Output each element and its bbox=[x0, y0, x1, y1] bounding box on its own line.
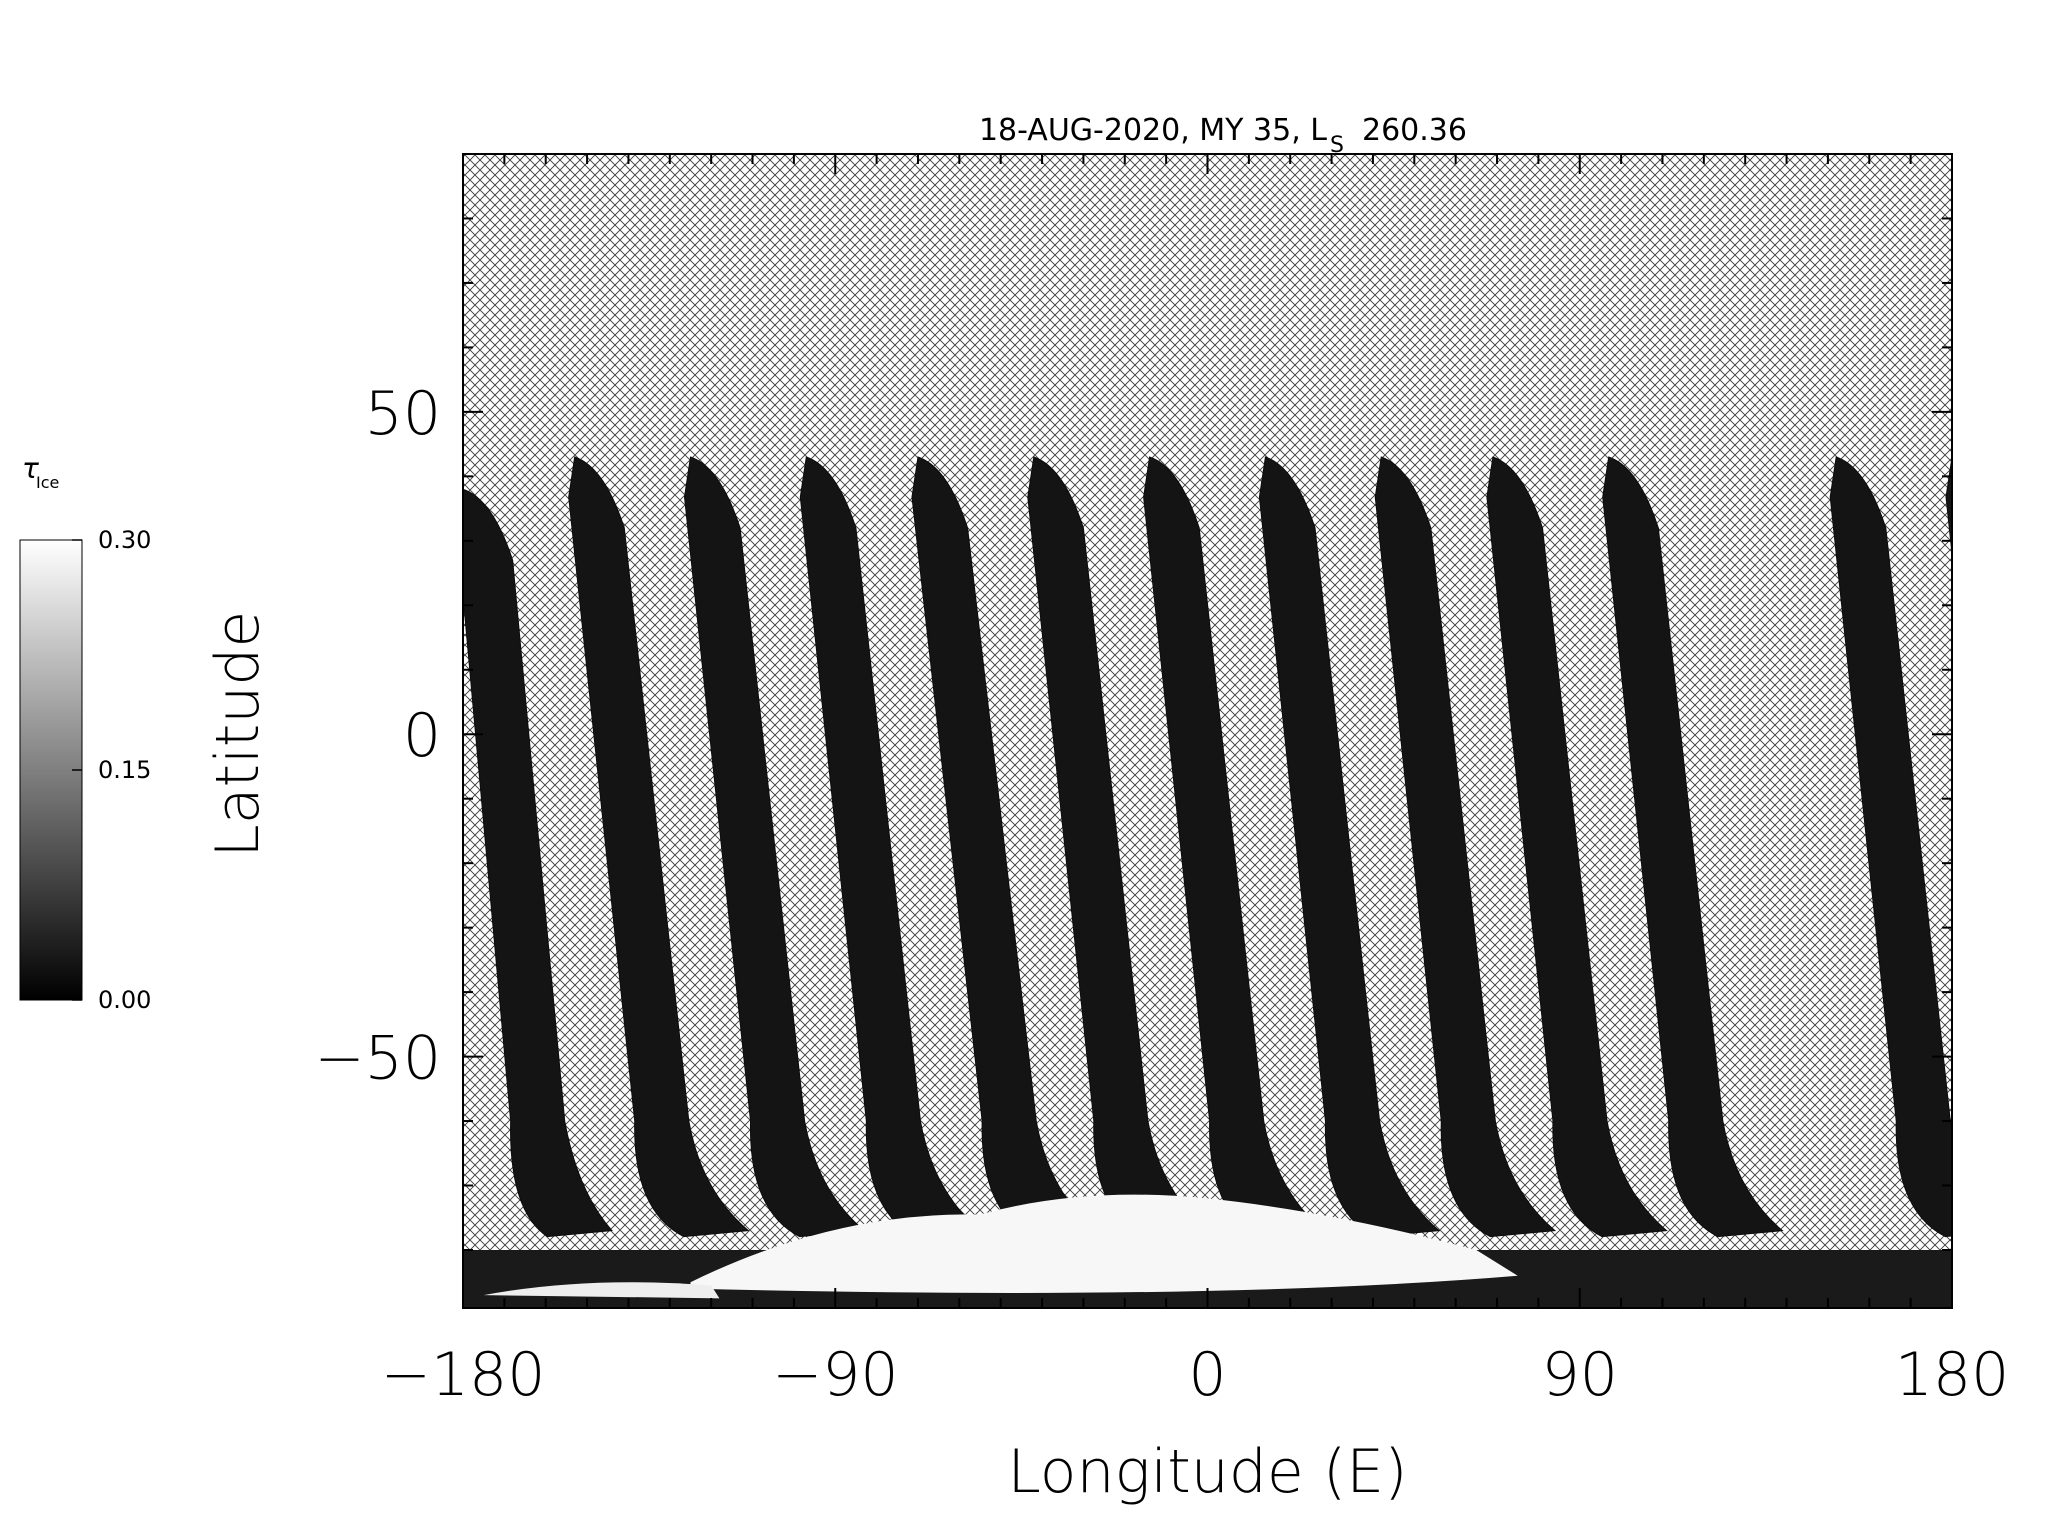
swath-12 bbox=[1945, 456, 1952, 559]
x-tick-label: 0 bbox=[1188, 1340, 1226, 1410]
chart-title-subscript: S bbox=[1330, 133, 1344, 158]
colorbar-label: τ bbox=[22, 452, 39, 485]
x-axis-label: Longitude (E) bbox=[1007, 1437, 1407, 1507]
x-tick-label: −90 bbox=[772, 1340, 899, 1410]
colorbar-tick-label: 0.30 bbox=[98, 526, 151, 554]
y-tick-label: 50 bbox=[365, 379, 441, 449]
y-tick-label: 0 bbox=[403, 701, 441, 771]
y-axis-label: Latitude bbox=[203, 611, 273, 858]
colorbar-label-subscript: Ice bbox=[36, 473, 59, 492]
chart-title-value: 260.36 bbox=[1362, 113, 1467, 148]
swath-3 bbox=[799, 456, 982, 1238]
swath-10 bbox=[1602, 456, 1784, 1238]
x-tick-label: 90 bbox=[1542, 1340, 1618, 1410]
x-tick-label: 180 bbox=[1895, 1340, 2010, 1410]
polar-cap bbox=[690, 1194, 1518, 1293]
colorbar-ticks: 0.00 0.15 0.30 bbox=[72, 526, 151, 1014]
swath-9 bbox=[1486, 456, 1668, 1238]
polar-cap-fragment bbox=[483, 1282, 720, 1299]
colorbar-gradient bbox=[19, 539, 83, 1001]
swath-1 bbox=[568, 456, 750, 1238]
colorbar: τ Ice 0.00 0.15 0.30 bbox=[19, 452, 151, 1014]
y-tick-label: −50 bbox=[314, 1024, 441, 1094]
swath-11 bbox=[1829, 456, 1952, 1238]
swath-7 bbox=[1258, 456, 1441, 1238]
x-tick-label: −180 bbox=[381, 1340, 546, 1410]
colorbar-tick-label: 0.15 bbox=[98, 756, 151, 784]
swath-0 bbox=[463, 488, 613, 1238]
swath-8 bbox=[1374, 456, 1557, 1238]
swaths-layer bbox=[463, 456, 1952, 1238]
chart-title: 18-AUG-2020, MY 35, L S 260.36 bbox=[979, 113, 1467, 158]
swath-2 bbox=[683, 456, 866, 1238]
chart-title-text: 18-AUG-2020, MY 35, L bbox=[979, 113, 1327, 148]
ticks-layer: −180 −90 0 90 180 −50 0 50 bbox=[314, 153, 2010, 1410]
swath-6 bbox=[1143, 456, 1325, 1238]
colorbar-tick-label: 0.00 bbox=[98, 986, 151, 1014]
plot-area: −180 −90 0 90 180 −50 0 50 bbox=[314, 153, 2010, 1410]
